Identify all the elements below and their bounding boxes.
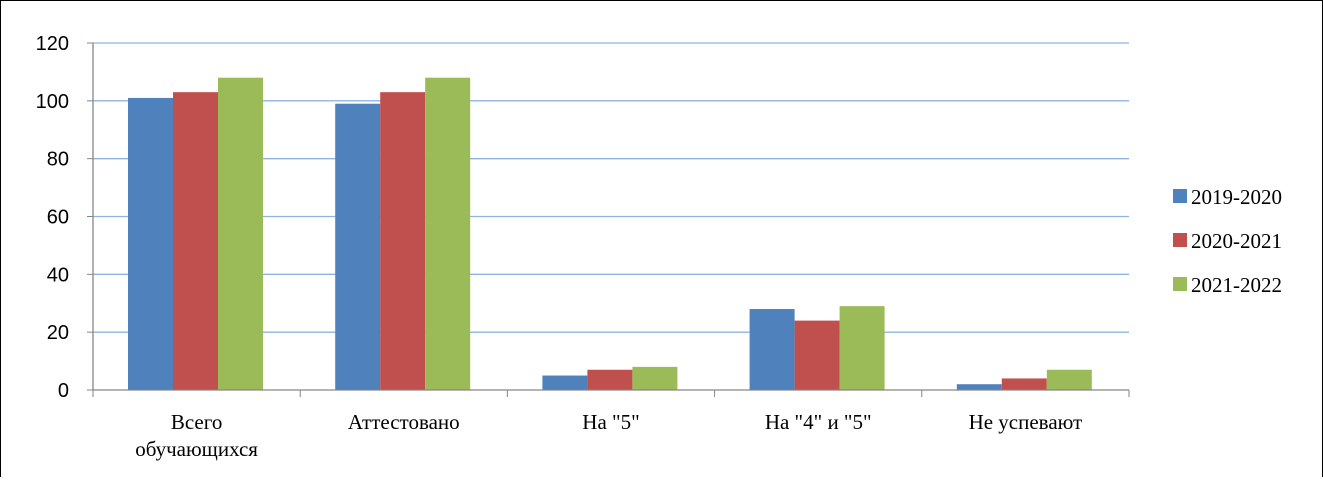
bar-2020-2021-3 — [794, 320, 840, 390]
bar-2021-2022-2 — [632, 366, 678, 390]
gridlines — [93, 42, 1129, 333]
bar-2020-2021-4 — [1001, 378, 1047, 390]
bar-2020-2021-0 — [173, 92, 218, 391]
legend-swatch — [1173, 189, 1187, 203]
y-tick-label: 100 — [36, 91, 69, 113]
y-tick-label: 60 — [47, 207, 69, 229]
bar-2021-2022-4 — [1046, 369, 1092, 390]
y-tick-label: 20 — [47, 322, 69, 344]
bar-2021-2022-0 — [218, 77, 263, 390]
bar-2019-2020-0 — [128, 97, 173, 391]
legend-label: 2019-2020 — [1191, 185, 1282, 209]
y-tick-label: 80 — [47, 149, 69, 171]
legend: 2019-2020 2020-2021 2021-2022 — [1173, 185, 1282, 297]
bar-2021-2022-3 — [839, 306, 885, 390]
legend-swatch — [1173, 277, 1187, 291]
legend-label: 2020-2021 — [1191, 229, 1282, 253]
legend-label: 2021-2022 — [1191, 273, 1282, 297]
bar-2019-2020-4 — [956, 384, 1002, 390]
x-category-labels: Всего обучающихся Аттестовано На "5" На "4" … — [135, 410, 1082, 461]
y-tick-label: 120 — [36, 33, 69, 55]
bars — [128, 77, 1092, 391]
x-category-label: Не успевают — [969, 410, 1083, 434]
bar-2021-2022-1 — [425, 77, 471, 390]
y-tick-labels: 0 20 40 60 80 100 120 — [36, 33, 69, 402]
bar-2019-2020-1 — [335, 103, 381, 390]
x-category-label: Всего — [171, 410, 223, 434]
bar-2020-2021-2 — [587, 369, 633, 390]
bar-2019-2020-3 — [749, 309, 795, 390]
bar-2019-2020-2 — [542, 375, 588, 390]
x-category-label: На "4" и "5" — [765, 410, 872, 434]
x-category-label: На "5" — [582, 410, 639, 434]
legend-swatch — [1173, 233, 1187, 247]
bar-2020-2021-1 — [380, 92, 426, 391]
y-tick-label: 0 — [58, 380, 69, 402]
x-category-label: обучающихся — [135, 437, 258, 461]
axes — [87, 42, 1130, 397]
x-category-label: Аттестовано — [348, 410, 460, 434]
y-tick-label: 40 — [47, 264, 69, 286]
